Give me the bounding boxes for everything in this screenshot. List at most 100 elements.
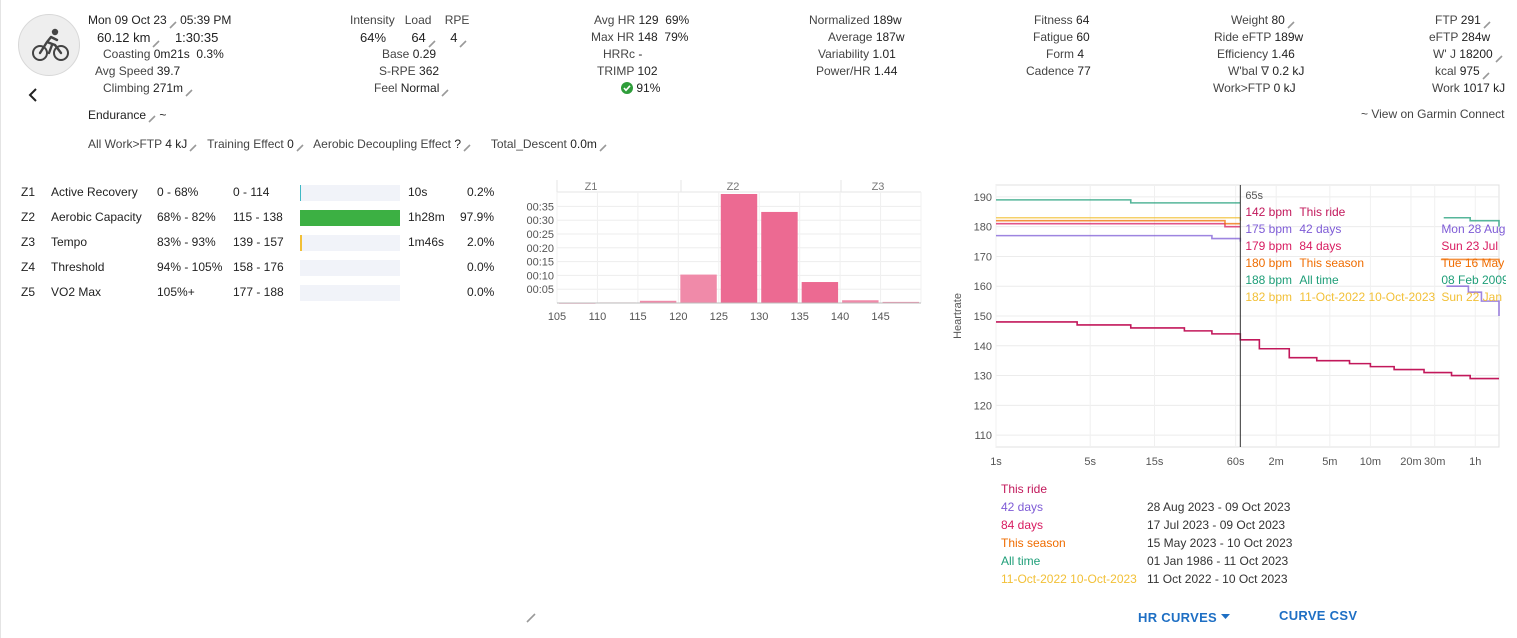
x-tick-label: 60s bbox=[1227, 456, 1245, 468]
pencil-icon[interactable] bbox=[169, 17, 177, 29]
zone-time: 10s bbox=[408, 185, 428, 199]
fatigue-value: 60 bbox=[1076, 30, 1090, 44]
activity-summary: Mon 09 Oct 23 05:39 PM 60.12 km 1:30:35 … bbox=[88, 12, 263, 97]
zone-pct: 68% - 82% bbox=[157, 210, 216, 224]
pencil-icon[interactable] bbox=[148, 112, 156, 123]
pencil-icon[interactable] bbox=[189, 141, 197, 152]
cycling-icon bbox=[18, 14, 80, 76]
activity-type[interactable]: Endurance ~ bbox=[88, 108, 166, 123]
curve-line bbox=[1443, 216, 1500, 227]
feel-label: Feel bbox=[374, 81, 398, 95]
pencil-icon[interactable] bbox=[296, 141, 304, 152]
zone-pct: 0 - 68% bbox=[157, 185, 199, 199]
tooltip-value: 182 bpm bbox=[1245, 290, 1292, 304]
legend-series-name[interactable]: 42 days bbox=[1001, 500, 1044, 514]
legend-date-range: 28 Aug 2023 - 09 Oct 2023 bbox=[1147, 500, 1291, 514]
y-axis-label: Heartrate bbox=[952, 293, 964, 339]
trimp-value: 102 bbox=[637, 64, 658, 78]
tooltip-value: 188 bpm bbox=[1245, 273, 1292, 287]
zone-time: 1m46s bbox=[408, 235, 445, 249]
y-tick-label: 160 bbox=[974, 281, 992, 293]
garmin-link[interactable]: ~ View on Garmin Connect bbox=[1361, 107, 1505, 121]
load-value: 64 bbox=[411, 30, 426, 45]
chevron-left-icon[interactable] bbox=[25, 86, 41, 104]
pencil-icon[interactable] bbox=[1287, 17, 1295, 29]
tooltip-date: 08 Feb 2009 bbox=[1441, 273, 1506, 287]
tooltip-date: Sun 22 Jan bbox=[1441, 290, 1502, 304]
intensity-value: 64% bbox=[360, 30, 387, 45]
eftp-label: eFTP bbox=[1429, 30, 1459, 44]
activity-distance: 60.12 km bbox=[97, 30, 151, 45]
intensity-block: Intensity Load RPE 64% 64 4 Base 0.29 S-… bbox=[301, 12, 501, 97]
pencil-icon[interactable] bbox=[463, 141, 471, 152]
fitness-label: Fitness bbox=[1034, 13, 1073, 27]
intensity-label: Intensity bbox=[350, 13, 395, 27]
power-block: Normalized 189w Average 187w Variability… bbox=[809, 12, 929, 80]
pencil-icon[interactable] bbox=[1483, 17, 1491, 29]
curve-line bbox=[996, 219, 1241, 225]
legend-date-range: 15 May 2023 - 10 Oct 2023 bbox=[1147, 536, 1293, 550]
y-tick-label: 00:15 bbox=[526, 257, 554, 269]
pencil-icon[interactable] bbox=[185, 85, 193, 97]
coasting-label: Coasting bbox=[103, 47, 151, 61]
hr-block: Avg HR 129 69% Max HR 148 79% HRRc - TRI… bbox=[591, 12, 711, 99]
hr-curves-button[interactable]: HR CURVES bbox=[1138, 608, 1230, 625]
kcal-label: kcal bbox=[1435, 64, 1457, 78]
zone-pct: 105%+ bbox=[157, 285, 195, 299]
climbing-value: 271m bbox=[153, 81, 184, 95]
cadence-value: 77 bbox=[1077, 64, 1091, 78]
zone-hr: 158 - 176 bbox=[233, 260, 284, 274]
zone-bar bbox=[300, 210, 400, 226]
curve-line bbox=[996, 321, 1499, 380]
y-tick-label: 120 bbox=[974, 400, 992, 412]
y-tick-label: 00:25 bbox=[526, 229, 554, 241]
legend-series-name[interactable]: This season bbox=[1001, 536, 1066, 550]
tooltip-series-name: This ride bbox=[1299, 205, 1345, 219]
x-tick-label: 2m bbox=[1269, 456, 1284, 468]
form-label: Form bbox=[1046, 47, 1074, 61]
legend-date-range: 01 Jan 1986 - 11 Oct 2023 bbox=[1147, 554, 1289, 568]
y-tick-label: 00:35 bbox=[526, 201, 554, 213]
all-work-label: All Work>FTP bbox=[88, 137, 162, 151]
average-label: Average bbox=[828, 30, 873, 44]
curve-csv-button[interactable]: CURVE CSV bbox=[1279, 608, 1358, 623]
training-effect-value: 0 bbox=[287, 137, 294, 151]
pencil-icon[interactable] bbox=[1495, 51, 1503, 63]
x-tick-label: 1h bbox=[1469, 456, 1481, 468]
pencil-icon[interactable] bbox=[599, 141, 607, 152]
legend-series-name[interactable]: 84 days bbox=[1001, 518, 1044, 532]
pencil-icon[interactable] bbox=[428, 35, 436, 48]
y-tick-label: 190 bbox=[974, 192, 992, 204]
zone-hr: 177 - 188 bbox=[233, 285, 284, 299]
zone-bar bbox=[300, 285, 400, 301]
legend-series-name[interactable]: This ride bbox=[1001, 482, 1048, 496]
pencil-icon[interactable] bbox=[152, 35, 161, 48]
x-tick-label: 110 bbox=[589, 311, 607, 323]
legend-series-name[interactable]: 11-Oct-2022 10-Oct-2023 bbox=[1001, 572, 1137, 586]
pencil-icon[interactable] bbox=[441, 85, 449, 97]
zone-share: 2.0% bbox=[467, 235, 495, 249]
zone-hr: 115 - 138 bbox=[233, 210, 283, 224]
legend-date-range: 11 Oct 2022 - 10 Oct 2023 bbox=[1147, 572, 1288, 586]
average-value: 187w bbox=[875, 30, 905, 44]
pencil-icon[interactable] bbox=[526, 612, 536, 626]
check-circle-icon bbox=[621, 82, 633, 99]
rpe-label: RPE bbox=[444, 13, 470, 27]
histogram-bar bbox=[882, 301, 919, 303]
x-tick-label: 20m bbox=[1400, 456, 1421, 468]
pencil-icon[interactable] bbox=[1482, 68, 1490, 80]
trimp-label: TRIMP bbox=[597, 64, 635, 78]
y-tick-label: 110 bbox=[974, 430, 992, 442]
x-tick-label: 145 bbox=[871, 311, 889, 323]
pencil-icon[interactable] bbox=[459, 35, 468, 48]
curve-line bbox=[996, 199, 1241, 204]
legend-series-name[interactable]: All time bbox=[1001, 554, 1041, 568]
hrrc-label: HRRc bbox=[603, 47, 635, 61]
efficiency-label: Efficiency bbox=[1217, 47, 1269, 61]
hr-curve-chart[interactable]: 110 120 130 140 150 160 170 180 190 1s 5s 15s 60s 2m 5… bbox=[941, 182, 1506, 472]
zone-header-label: Z2 bbox=[727, 181, 740, 193]
zone-share: 0.0% bbox=[467, 260, 495, 274]
caret-down-icon bbox=[1220, 608, 1230, 623]
